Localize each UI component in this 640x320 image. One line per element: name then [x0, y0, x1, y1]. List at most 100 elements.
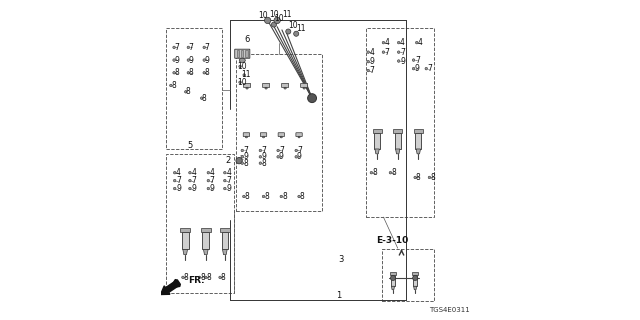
Circle shape: [239, 81, 241, 84]
Circle shape: [173, 59, 175, 61]
Text: 8: 8: [171, 81, 176, 90]
Circle shape: [367, 69, 369, 72]
Text: 8: 8: [200, 273, 205, 282]
Ellipse shape: [262, 136, 264, 138]
Text: 7: 7: [188, 43, 193, 52]
Bar: [245, 50, 248, 57]
Text: 6: 6: [244, 35, 250, 44]
FancyBboxPatch shape: [262, 84, 269, 87]
Circle shape: [207, 179, 210, 182]
Circle shape: [243, 195, 245, 198]
Circle shape: [200, 97, 203, 100]
Circle shape: [295, 156, 298, 158]
Circle shape: [285, 29, 291, 34]
Text: 7: 7: [243, 146, 248, 155]
Circle shape: [264, 17, 271, 24]
Text: 8: 8: [372, 168, 377, 177]
Circle shape: [259, 162, 262, 164]
Bar: [412, 272, 419, 275]
Text: 10: 10: [237, 62, 247, 71]
Circle shape: [189, 172, 191, 174]
Bar: [393, 129, 402, 133]
Circle shape: [189, 179, 191, 182]
Text: 9: 9: [176, 184, 181, 193]
Circle shape: [370, 172, 372, 174]
Circle shape: [205, 276, 207, 279]
Text: 7: 7: [385, 48, 390, 57]
Text: 8: 8: [221, 273, 226, 282]
Text: 7: 7: [261, 146, 266, 155]
FancyBboxPatch shape: [243, 133, 250, 137]
Bar: [182, 232, 189, 250]
Text: 7: 7: [400, 48, 405, 57]
Circle shape: [203, 59, 205, 61]
Text: 8: 8: [204, 68, 209, 77]
Text: 9: 9: [188, 56, 193, 65]
Text: 9: 9: [204, 56, 209, 65]
FancyBboxPatch shape: [244, 84, 250, 87]
Text: 8: 8: [300, 192, 305, 201]
Text: 8: 8: [261, 159, 266, 168]
Text: 9: 9: [369, 57, 374, 66]
FancyArrow shape: [161, 280, 180, 294]
FancyBboxPatch shape: [278, 133, 284, 137]
Polygon shape: [416, 149, 420, 154]
Text: 9: 9: [297, 152, 302, 161]
Circle shape: [382, 51, 385, 53]
Text: 7: 7: [174, 43, 179, 52]
Text: 7: 7: [297, 146, 302, 155]
Text: 7: 7: [415, 56, 420, 65]
Text: 8: 8: [244, 192, 250, 201]
Circle shape: [280, 195, 283, 198]
Text: 8: 8: [207, 273, 211, 282]
Text: 8: 8: [243, 159, 248, 168]
Bar: [374, 133, 380, 149]
Ellipse shape: [284, 87, 286, 89]
Circle shape: [207, 172, 210, 174]
Bar: [366, 28, 434, 217]
Bar: [241, 50, 243, 57]
Circle shape: [428, 176, 431, 179]
Text: 10: 10: [269, 10, 279, 19]
Circle shape: [239, 65, 241, 68]
Circle shape: [397, 51, 400, 53]
Circle shape: [259, 156, 262, 158]
Text: 7: 7: [279, 146, 284, 155]
FancyBboxPatch shape: [301, 84, 308, 87]
Circle shape: [294, 31, 299, 36]
Bar: [415, 133, 422, 149]
Ellipse shape: [280, 136, 282, 138]
Text: 9: 9: [279, 152, 284, 161]
Text: 7: 7: [204, 43, 209, 52]
Text: 4: 4: [418, 38, 423, 47]
Text: 5: 5: [188, 141, 193, 150]
FancyBboxPatch shape: [282, 84, 289, 87]
Bar: [236, 54, 321, 211]
Text: 8: 8: [189, 68, 193, 77]
Bar: [201, 228, 211, 232]
Text: 8: 8: [186, 87, 191, 96]
Bar: [237, 50, 239, 57]
Text: 11: 11: [242, 70, 251, 79]
Circle shape: [413, 276, 418, 281]
Circle shape: [182, 276, 184, 279]
Circle shape: [308, 94, 317, 103]
Text: 10: 10: [288, 21, 298, 30]
Text: 4: 4: [226, 168, 231, 177]
Bar: [180, 228, 190, 232]
Ellipse shape: [239, 58, 245, 62]
Circle shape: [223, 179, 226, 182]
Bar: [221, 232, 228, 250]
Ellipse shape: [298, 136, 300, 138]
Circle shape: [241, 162, 244, 164]
Circle shape: [382, 41, 385, 44]
Bar: [372, 129, 381, 133]
Polygon shape: [392, 286, 394, 290]
Text: 9: 9: [174, 56, 179, 65]
Circle shape: [243, 74, 246, 76]
Polygon shape: [223, 250, 227, 255]
Bar: [202, 232, 209, 250]
Circle shape: [173, 179, 176, 182]
Ellipse shape: [246, 87, 248, 89]
Circle shape: [173, 187, 176, 190]
